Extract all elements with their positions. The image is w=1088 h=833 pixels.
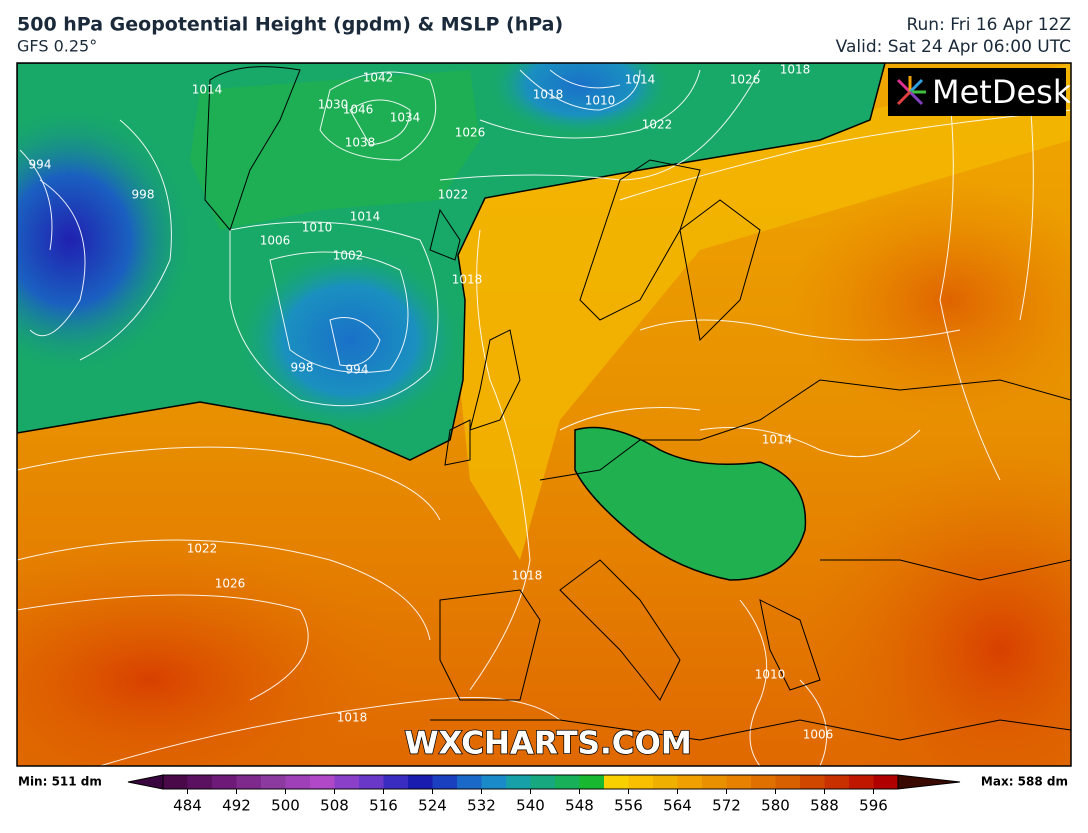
colorbar-tick-label: 484: [173, 797, 202, 815]
logo-text: MetDesk: [932, 73, 1072, 111]
watermark: WXCHARTS.COM: [404, 726, 691, 762]
colorbar-segment: [751, 775, 776, 789]
isobar-label: 1046: [343, 103, 374, 117]
colorbar-tick-label: 596: [859, 797, 888, 815]
colorbar-max-arrow: [897, 774, 961, 790]
isobar-label: 1038: [345, 136, 376, 150]
isobar-label: 1018: [337, 711, 368, 725]
colorbar-tick-label: 532: [467, 797, 496, 815]
run: Run: Fri 16 Apr 12Z: [906, 15, 1071, 35]
colorbar-tick-label: 524: [418, 797, 447, 815]
isobar-label: 1026: [215, 577, 246, 591]
colorbar-min: Min: 511 dm: [18, 775, 102, 789]
logo-icon: [896, 76, 926, 106]
colorbar-tick-label: 548: [565, 797, 594, 815]
colorbar-segment: [432, 775, 458, 789]
colorbar-segment: [261, 775, 286, 789]
title: 500 hPa Geopotential Height (gpdm) & MSL…: [17, 14, 563, 36]
colorbar-max: Max: 588 dm: [981, 775, 1068, 789]
isobar-label: 1022: [438, 188, 469, 202]
isobar-label: 1030: [318, 98, 349, 112]
isobar-label: 1026: [455, 126, 486, 140]
colorbar-tick-label: 564: [663, 797, 692, 815]
isobar-label: 1034: [390, 111, 421, 125]
colorbar-segment: [457, 775, 482, 789]
isobar-label: 1018: [512, 569, 543, 583]
isobar-label: 1018: [452, 273, 483, 287]
colorbar-segment: [236, 775, 262, 789]
colorbar-segment: [653, 775, 678, 789]
isobar-label: 1022: [642, 118, 673, 132]
colorbar-tick-label: 492: [222, 797, 251, 815]
colorbar-segment: [212, 775, 237, 789]
colorbar-tick-label: 556: [614, 797, 643, 815]
colorbar-segment: [579, 775, 605, 789]
isobar-label: 1002: [333, 249, 364, 263]
isobar-label: 1022: [187, 542, 218, 556]
colorbar-segment: [359, 775, 384, 789]
colorbar: Min: 511 dm Max: 588 dm 484 492 500 508 516 5…: [18, 774, 1068, 815]
isobar-label: 994: [29, 158, 52, 172]
colorbar-segment: [702, 775, 727, 789]
map-frame: [16, 62, 1072, 767]
colorbar-segment: [285, 775, 311, 789]
colorbar-tick-label: 572: [712, 797, 741, 815]
isobar-label: 1014: [192, 83, 223, 97]
isobar-label: 1018: [533, 88, 564, 102]
colorbar-segment: [555, 775, 580, 789]
colorbar-tick-label: 508: [320, 797, 349, 815]
isobar-label: 1014: [625, 73, 656, 87]
colorbar-tick-label: 540: [516, 797, 545, 815]
colorbar-segment: [506, 775, 531, 789]
model: GFS 0.25°: [17, 37, 97, 56]
isobar-label: 1026: [730, 73, 761, 87]
colorbar-segment: [800, 775, 825, 789]
colorbar-segment: [775, 775, 801, 789]
colorbar-segment: [334, 775, 360, 789]
colorbar-segment: [481, 775, 507, 789]
colorbar-segment: [310, 775, 335, 789]
isobar-label: 998: [291, 361, 314, 375]
valid: Valid: Sat 24 Apr 06:00 UTC: [836, 37, 1071, 57]
isobar-label: 1014: [350, 210, 381, 224]
isobar-label: 994: [346, 363, 369, 377]
colorbar-min-arrow: [127, 774, 164, 790]
colorbar-segment: [726, 775, 752, 789]
colorbar-segment: [383, 775, 409, 789]
colorbar-tick-label: 580: [761, 797, 790, 815]
colorbar-segment: [628, 775, 654, 789]
isobar-label: 1010: [302, 221, 333, 235]
isobar-label: 1006: [803, 728, 834, 742]
colorbar-segment: [604, 775, 629, 789]
colorbar-segment: [408, 775, 433, 789]
colorbar-segment: [163, 775, 188, 789]
colorbar-segment: [824, 775, 850, 789]
colorbar-tick-label: 516: [369, 797, 398, 815]
isobar-label: 1010: [755, 668, 786, 682]
colorbar-tick-label: 500: [271, 797, 300, 815]
colorbar-tick-label: 588: [810, 797, 839, 815]
colorbar-segment: [187, 775, 213, 789]
isobar-label: 1018: [780, 63, 811, 77]
colorbar-segment: [849, 775, 874, 789]
colorbar-segment: [530, 775, 556, 789]
isobar-label: 1014: [762, 433, 793, 447]
isobar-label: 998: [132, 188, 155, 202]
colorbar-segment: [677, 775, 703, 789]
isobar-label: 1042: [363, 71, 394, 85]
colorbar-segment: [873, 775, 899, 789]
isobar-label: 1006: [260, 234, 291, 248]
isobar-label: 1010: [585, 94, 616, 108]
